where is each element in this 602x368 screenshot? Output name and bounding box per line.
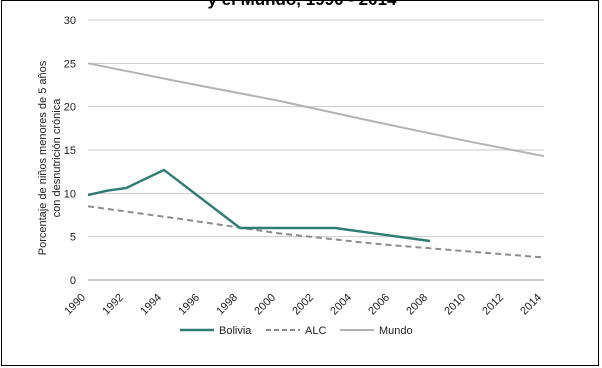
y-tick-label: 30 — [64, 15, 76, 27]
x-tick-label: 2008 — [404, 292, 430, 318]
legend-label-mundo: Mundo — [379, 325, 413, 337]
legend-layer: Bolivia ALC Mundo — [180, 325, 413, 337]
series-line-mundo — [87, 62, 545, 158]
x-tick-label: 2014 — [518, 292, 544, 318]
y-axis-title: Porcentaje de niños menores de 5 años con… — [37, 60, 63, 255]
x-tick-label: 1998 — [214, 292, 240, 318]
axis-layer: 0 5 10 15 20 25 30 1990 1992 1994 1996 1998 2000 2002… — [62, 15, 544, 317]
grid-layer — [88, 19, 544, 281]
x-tick-label: 2006 — [366, 292, 392, 318]
y-tick-label: 25 — [64, 58, 76, 70]
x-tick-label: 2000 — [252, 292, 278, 318]
x-tick-label: 1992 — [100, 292, 126, 318]
x-tick-label: 2004 — [328, 292, 354, 318]
chart-title: y el Mundo, 1990 - 2014 — [2, 0, 602, 10]
x-tick-label: 1994 — [138, 292, 164, 318]
y-tick-label: 20 — [64, 102, 76, 114]
x-tick-label: 1996 — [176, 292, 202, 318]
x-tick-label: 2002 — [290, 292, 316, 318]
x-tick-label: 2012 — [480, 292, 506, 318]
y-tick-label: 15 — [64, 145, 76, 157]
x-tick-label: 2010 — [442, 292, 468, 318]
y-tick-label: 10 — [64, 188, 76, 200]
y-tick-label: 0 — [70, 275, 76, 287]
series-layer — [87, 62, 545, 259]
legend-label-bolivia: Bolivia — [219, 325, 252, 337]
series-line-alc — [87, 205, 545, 259]
legend-label-alc: ALC — [305, 325, 326, 337]
series-line-bolivia — [87, 168, 431, 243]
x-tick-label: 1990 — [62, 292, 88, 318]
y-tick-label: 5 — [70, 232, 76, 244]
